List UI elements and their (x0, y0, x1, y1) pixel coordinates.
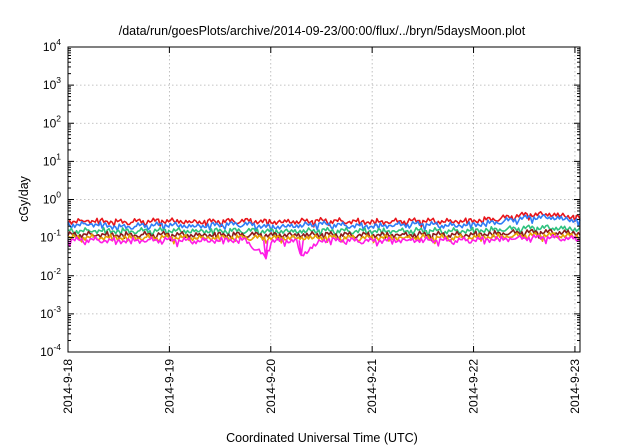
x-tick-labels: 2014-9-18 2014-9-19 2014-9-20 2014-9-21 2014… (61, 359, 582, 414)
x-tick-label: 2014-9-21 (365, 359, 379, 414)
y-tick-label: 10-3 (40, 304, 61, 321)
x-tick-label: 2014-9-18 (61, 359, 75, 414)
y-axis-label: cGy/day (17, 175, 31, 222)
y-tick-label: 102 (43, 113, 61, 130)
y-tick-labels: 10-4 10-3 10-2 10-1 100 101 102 103 104 (40, 37, 61, 359)
x-axis-label: Coordinated Universal Time (UTC) (226, 431, 418, 445)
axis-ticks (67, 46, 580, 353)
grid (68, 47, 580, 352)
chart-title: /data/run/goesPlots/archive/2014-09-23/0… (119, 24, 526, 38)
series-layer (67, 211, 581, 260)
y-tick-label: 10-4 (40, 342, 61, 359)
y-tick-label: 101 (43, 151, 61, 168)
y-tick-label: 104 (43, 37, 61, 54)
series-line-3 (67, 224, 581, 238)
series-line-1 (67, 211, 581, 228)
series-line-6 (67, 234, 581, 260)
y-tick-label: 100 (43, 190, 61, 207)
series-line-2 (67, 214, 581, 232)
y-tick-label: 10-2 (40, 266, 61, 283)
series-line-5 (67, 231, 581, 245)
x-tick-label: 2014-9-22 (467, 359, 481, 414)
x-tick-label: 2014-9-19 (162, 359, 176, 414)
x-tick-label: 2014-9-20 (264, 359, 278, 414)
y-tick-label: 103 (43, 75, 61, 92)
y-tick-label: 10-1 (40, 228, 61, 245)
x-tick-label: 2014-9-23 (568, 359, 582, 414)
